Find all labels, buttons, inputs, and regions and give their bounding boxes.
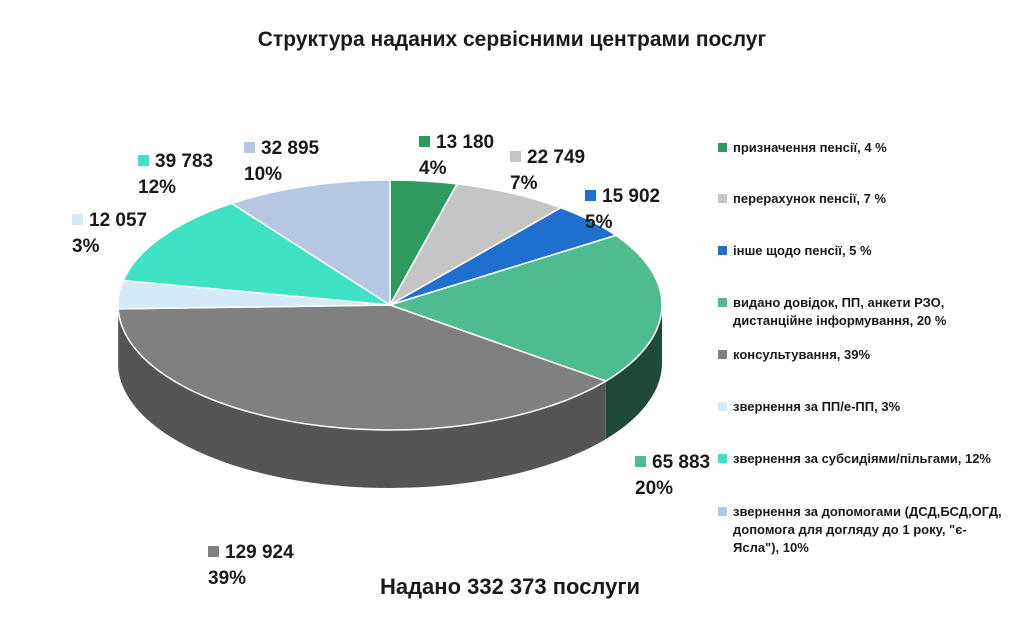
pie-slice-3 <box>387 234 663 382</box>
data-label-swatch <box>138 155 149 166</box>
data-label-swatch <box>208 546 219 557</box>
data-label-percent: 39% <box>208 568 247 589</box>
data-label-7: 32 895 10% <box>244 136 319 188</box>
data-label-3: 65 883 20% <box>635 450 710 502</box>
data-label-percent: 20% <box>635 478 674 499</box>
data-label-4: 129 924 39% <box>208 540 294 592</box>
legend-swatch <box>718 454 727 463</box>
pie-slice-side-3 <box>605 305 662 440</box>
data-label-value: 12 057 <box>89 210 148 231</box>
legend-label: перерахунок пенсії, 7 % <box>733 191 887 206</box>
legend-item-1: перерахунок пенсії, 7 % <box>718 190 1008 208</box>
data-label-value: 39 783 <box>155 151 214 172</box>
data-label-swatch <box>244 142 255 153</box>
legend-label: призначення пенсії, 4 % <box>733 140 887 155</box>
data-label-1: 22 749 7% <box>510 145 585 197</box>
legend-item-4: консультування, 39% <box>718 346 1008 364</box>
pie-slice-6 <box>122 202 391 306</box>
legend-label: видано довідок, ПП, анкети РЗО, дистанці… <box>733 295 947 328</box>
legend-swatch <box>718 298 727 307</box>
legend-item-0: призначення пенсії, 4 % <box>718 139 1008 157</box>
data-label-swatch <box>585 190 596 201</box>
legend-swatch <box>718 246 727 255</box>
data-label-value: 129 924 <box>225 542 294 563</box>
data-label-percent: 12% <box>138 177 177 198</box>
pie-slice-7 <box>229 179 391 307</box>
data-label-percent: 10% <box>244 164 283 185</box>
legend-swatch <box>718 402 727 411</box>
data-label-percent: 7% <box>510 173 538 194</box>
legend-label: інше щодо пенсії, 5 % <box>733 243 872 258</box>
legend-swatch <box>718 350 727 359</box>
pie-side-walls <box>118 305 662 489</box>
pie-slice-4 <box>117 304 608 431</box>
data-label-percent: 3% <box>72 236 100 257</box>
legend-swatch <box>718 194 727 203</box>
pie-top-faces <box>117 179 663 431</box>
data-label-percent: 4% <box>419 158 447 179</box>
legend-item-2: інше щодо пенсії, 5 % <box>718 242 1008 260</box>
data-label-value: 15 902 <box>602 186 661 207</box>
data-label-5: 12 057 3% <box>72 208 147 260</box>
data-label-percent: 5% <box>585 212 613 233</box>
data-label-value: 32 895 <box>261 138 320 159</box>
legend-item-6: звернення за субсидіями/пільгами, 12% <box>718 450 1008 468</box>
legend-swatch <box>718 143 727 152</box>
data-label-value: 65 883 <box>652 452 711 473</box>
legend-label: звернення за ПП/е-ПП, 3% <box>733 399 901 414</box>
data-label-swatch <box>510 151 521 162</box>
legend-label: звернення за допомогами (ДСД,БСД,ОГД, до… <box>733 504 1002 555</box>
data-label-2: 15 902 5% <box>585 184 660 236</box>
data-label-value: 22 749 <box>527 147 586 168</box>
legend-item-7: звернення за допомогами (ДСД,БСД,ОГД, до… <box>718 503 1008 557</box>
legend-label: консультування, 39% <box>733 347 871 362</box>
pie-slice-side-4 <box>118 308 606 489</box>
chart-title: Структура наданих сервісними центрами по… <box>257 28 767 51</box>
pie-slice-1 <box>388 183 563 307</box>
data-label-0: 13 180 4% <box>419 130 494 182</box>
legend-item-3: видано довідок, ПП, анкети РЗО, дистанці… <box>718 294 1008 330</box>
data-label-swatch <box>419 136 430 147</box>
data-label-swatch <box>635 456 646 467</box>
legend-swatch <box>718 507 727 516</box>
data-label-value: 13 180 <box>436 132 495 153</box>
data-label-swatch <box>72 214 83 225</box>
legend-item-5: звернення за ПП/е-ПП, 3% <box>718 398 1008 416</box>
total-services-label: Надано 332 373 послуги <box>379 574 641 599</box>
legend-label: звернення за субсидіями/пільгами, 12% <box>733 451 991 466</box>
data-label-6: 39 783 12% <box>138 149 213 201</box>
